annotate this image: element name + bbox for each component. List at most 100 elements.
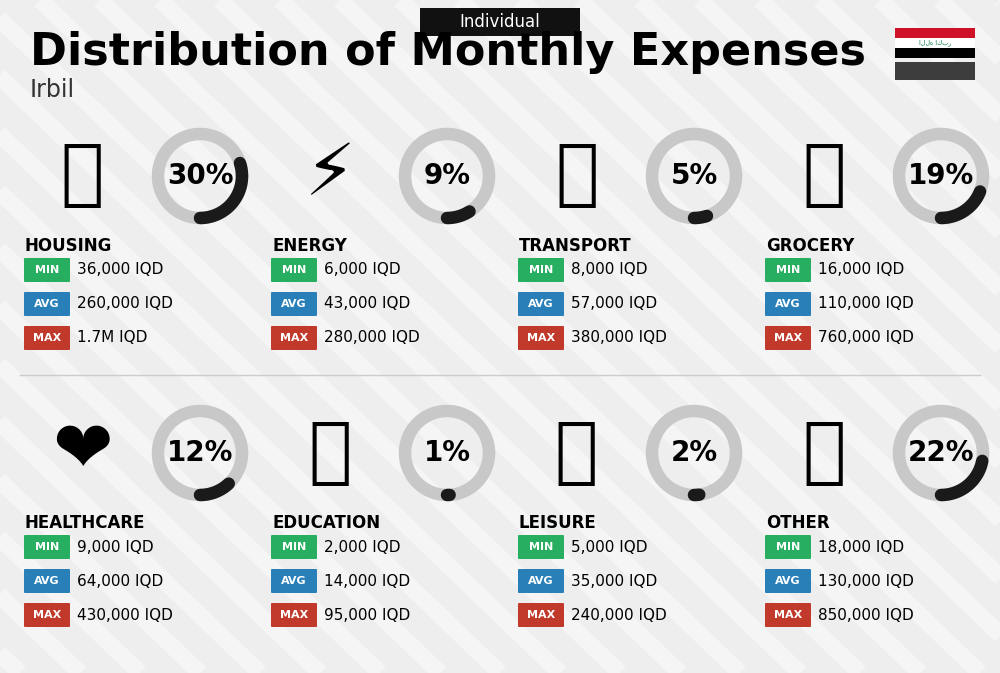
Text: 260,000 IQD: 260,000 IQD bbox=[77, 297, 173, 312]
Text: MIN: MIN bbox=[529, 265, 553, 275]
Text: 8,000 IQD: 8,000 IQD bbox=[571, 262, 648, 277]
FancyBboxPatch shape bbox=[518, 292, 564, 316]
Text: 2,000 IQD: 2,000 IQD bbox=[324, 540, 400, 555]
Text: ❤️: ❤️ bbox=[53, 419, 113, 487]
Text: MAX: MAX bbox=[33, 610, 61, 620]
Text: 14,000 IQD: 14,000 IQD bbox=[324, 573, 410, 588]
FancyBboxPatch shape bbox=[24, 603, 70, 627]
Text: 35,000 IQD: 35,000 IQD bbox=[571, 573, 657, 588]
Text: 2%: 2% bbox=[670, 439, 718, 467]
FancyBboxPatch shape bbox=[24, 292, 70, 316]
Text: MAX: MAX bbox=[774, 333, 802, 343]
Text: MIN: MIN bbox=[35, 265, 59, 275]
FancyBboxPatch shape bbox=[24, 535, 70, 559]
Text: MIN: MIN bbox=[282, 265, 306, 275]
FancyBboxPatch shape bbox=[765, 603, 811, 627]
Text: 430,000 IQD: 430,000 IQD bbox=[77, 608, 173, 623]
Text: 🏙️: 🏙️ bbox=[61, 141, 105, 211]
FancyBboxPatch shape bbox=[271, 258, 317, 282]
FancyBboxPatch shape bbox=[271, 603, 317, 627]
Text: GROCERY: GROCERY bbox=[766, 237, 854, 255]
Text: 280,000 IQD: 280,000 IQD bbox=[324, 330, 420, 345]
Text: MIN: MIN bbox=[282, 542, 306, 552]
Text: 5,000 IQD: 5,000 IQD bbox=[571, 540, 648, 555]
Text: 30%: 30% bbox=[167, 162, 233, 190]
FancyBboxPatch shape bbox=[271, 535, 317, 559]
Text: 9,000 IQD: 9,000 IQD bbox=[77, 540, 154, 555]
Text: MAX: MAX bbox=[774, 610, 802, 620]
Text: 95,000 IQD: 95,000 IQD bbox=[324, 608, 410, 623]
Text: 57,000 IQD: 57,000 IQD bbox=[571, 297, 657, 312]
Text: HOUSING: HOUSING bbox=[25, 237, 112, 255]
Text: 6,000 IQD: 6,000 IQD bbox=[324, 262, 401, 277]
Text: 22%: 22% bbox=[908, 439, 974, 467]
FancyBboxPatch shape bbox=[271, 326, 317, 350]
Text: 64,000 IQD: 64,000 IQD bbox=[77, 573, 163, 588]
FancyBboxPatch shape bbox=[24, 258, 70, 282]
Text: AVG: AVG bbox=[281, 299, 307, 309]
Text: 19%: 19% bbox=[908, 162, 974, 190]
Text: MIN: MIN bbox=[35, 542, 59, 552]
Text: 1%: 1% bbox=[424, 439, 471, 467]
Text: AVG: AVG bbox=[528, 576, 554, 586]
Text: ⚡: ⚡ bbox=[305, 141, 355, 211]
Text: 130,000 IQD: 130,000 IQD bbox=[818, 573, 914, 588]
Text: 36,000 IQD: 36,000 IQD bbox=[77, 262, 163, 277]
Text: MIN: MIN bbox=[529, 542, 553, 552]
FancyBboxPatch shape bbox=[765, 258, 811, 282]
FancyBboxPatch shape bbox=[895, 28, 975, 38]
FancyBboxPatch shape bbox=[518, 535, 564, 559]
FancyBboxPatch shape bbox=[518, 258, 564, 282]
FancyBboxPatch shape bbox=[420, 8, 580, 36]
Text: 🛍️: 🛍️ bbox=[555, 419, 599, 487]
FancyBboxPatch shape bbox=[895, 48, 975, 58]
FancyBboxPatch shape bbox=[765, 569, 811, 593]
Text: AVG: AVG bbox=[775, 299, 801, 309]
Text: MIN: MIN bbox=[776, 542, 800, 552]
Text: Individual: Individual bbox=[460, 13, 540, 31]
Text: MAX: MAX bbox=[527, 333, 555, 343]
Text: OTHER: OTHER bbox=[766, 514, 830, 532]
Text: AVG: AVG bbox=[775, 576, 801, 586]
Text: AVG: AVG bbox=[34, 299, 60, 309]
Text: 850,000 IQD: 850,000 IQD bbox=[818, 608, 914, 623]
FancyBboxPatch shape bbox=[518, 603, 564, 627]
Text: AVG: AVG bbox=[281, 576, 307, 586]
Text: AVG: AVG bbox=[528, 299, 554, 309]
FancyBboxPatch shape bbox=[24, 569, 70, 593]
Text: 👜: 👜 bbox=[802, 419, 846, 487]
FancyBboxPatch shape bbox=[765, 326, 811, 350]
Text: LEISURE: LEISURE bbox=[519, 514, 597, 532]
FancyBboxPatch shape bbox=[518, 569, 564, 593]
Text: 240,000 IQD: 240,000 IQD bbox=[571, 608, 667, 623]
FancyBboxPatch shape bbox=[765, 292, 811, 316]
FancyBboxPatch shape bbox=[895, 62, 975, 80]
FancyBboxPatch shape bbox=[271, 292, 317, 316]
Text: MAX: MAX bbox=[33, 333, 61, 343]
Text: Distribution of Monthly Expenses: Distribution of Monthly Expenses bbox=[30, 30, 866, 73]
Text: AVG: AVG bbox=[34, 576, 60, 586]
Text: 380,000 IQD: 380,000 IQD bbox=[571, 330, 667, 345]
FancyBboxPatch shape bbox=[271, 569, 317, 593]
Text: Irbil: Irbil bbox=[30, 78, 75, 102]
Text: 🚌: 🚌 bbox=[555, 141, 599, 211]
Text: 43,000 IQD: 43,000 IQD bbox=[324, 297, 410, 312]
Text: EDUCATION: EDUCATION bbox=[272, 514, 380, 532]
Text: HEALTHCARE: HEALTHCARE bbox=[25, 514, 146, 532]
Text: MAX: MAX bbox=[280, 610, 308, 620]
Text: 760,000 IQD: 760,000 IQD bbox=[818, 330, 914, 345]
FancyBboxPatch shape bbox=[765, 535, 811, 559]
Text: 🛒: 🛒 bbox=[802, 141, 846, 211]
Text: 110,000 IQD: 110,000 IQD bbox=[818, 297, 914, 312]
Text: MAX: MAX bbox=[280, 333, 308, 343]
Text: 🎓: 🎓 bbox=[308, 419, 352, 487]
Text: MIN: MIN bbox=[776, 265, 800, 275]
Text: الله اكبر: الله اكبر bbox=[919, 40, 951, 46]
Text: TRANSPORT: TRANSPORT bbox=[519, 237, 632, 255]
FancyBboxPatch shape bbox=[24, 326, 70, 350]
Text: 5%: 5% bbox=[670, 162, 718, 190]
Text: 18,000 IQD: 18,000 IQD bbox=[818, 540, 904, 555]
Text: 12%: 12% bbox=[167, 439, 233, 467]
Text: MAX: MAX bbox=[527, 610, 555, 620]
Text: ENERGY: ENERGY bbox=[272, 237, 347, 255]
